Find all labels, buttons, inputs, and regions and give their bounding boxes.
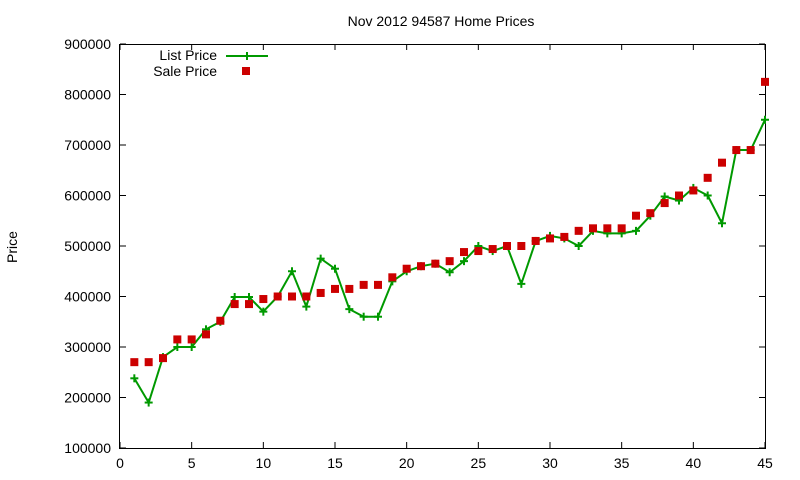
list-price-point xyxy=(632,226,640,235)
list-price-point xyxy=(761,115,769,124)
sale-price-point xyxy=(632,211,640,220)
list-price-point xyxy=(187,343,196,351)
sale-price-point xyxy=(374,280,382,289)
sale-price-point xyxy=(288,292,296,301)
x-tick-label: 40 xyxy=(686,455,702,471)
y-tick-label: 800000 xyxy=(64,87,111,103)
sale-price-point xyxy=(531,236,540,245)
y-tick-label: 900000 xyxy=(64,36,111,52)
sale-price-point xyxy=(130,358,139,367)
list-price-point xyxy=(316,254,325,263)
sale-price-point xyxy=(316,288,325,297)
sale-price-point xyxy=(388,273,397,282)
legend-label-list-price: List Price xyxy=(159,47,217,63)
y-tick-label: 100000 xyxy=(64,440,111,456)
sale-price-point xyxy=(703,173,712,182)
sale-price-point xyxy=(574,226,583,235)
x-tick-label: 30 xyxy=(542,455,558,471)
list-price-point xyxy=(574,242,583,250)
y-tick-label: 200000 xyxy=(64,390,111,406)
x-tick-label: 35 xyxy=(614,455,630,471)
sale-price-point xyxy=(445,257,454,266)
list-price-point xyxy=(718,219,726,228)
sale-price-point xyxy=(431,259,440,268)
sale-price-point xyxy=(259,295,268,304)
list-price-point xyxy=(331,264,339,273)
list-price-point xyxy=(517,279,526,288)
legend-list-price-marker xyxy=(243,52,251,60)
sale-price-point xyxy=(517,242,526,250)
sale-price-point xyxy=(732,146,741,155)
x-tick-label: 5 xyxy=(188,455,196,471)
sale-price-point xyxy=(617,224,626,233)
sale-price-point xyxy=(546,234,554,243)
sale-price-point xyxy=(474,247,483,256)
sale-price-point xyxy=(187,335,196,344)
sale-price-point xyxy=(402,264,411,273)
sale-price-point xyxy=(718,158,726,167)
list-price-point xyxy=(259,307,268,316)
sale-price-point xyxy=(173,335,182,344)
sale-price-point xyxy=(675,191,683,200)
list-price-point xyxy=(173,343,182,351)
sale-price-point xyxy=(589,224,597,233)
list-price-point xyxy=(230,293,239,302)
x-tick-label: 10 xyxy=(256,455,272,471)
y-tick-labels: 100000 200000 300000 400000 500000 600000 7000… xyxy=(64,36,111,456)
sale-price-point xyxy=(345,284,354,293)
y-tick-label: 400000 xyxy=(64,289,111,305)
series-sale-price xyxy=(130,77,769,367)
sale-price-point xyxy=(245,300,253,309)
sale-price-point xyxy=(230,300,239,309)
y-tick-label: 600000 xyxy=(64,188,111,204)
y-tick-label: 700000 xyxy=(64,137,111,153)
x-tick-label: 45 xyxy=(757,455,773,471)
list-price-point xyxy=(460,257,468,266)
sale-price-point xyxy=(761,77,769,86)
x-tick-labels: 0 5 10 15 20 25 30 35 40 45 xyxy=(116,455,773,471)
sale-price-point xyxy=(331,284,339,293)
legend: List Price Sale Price xyxy=(153,47,268,79)
list-price-point xyxy=(130,374,139,383)
sale-price-point xyxy=(488,245,497,254)
list-price-point xyxy=(703,191,712,200)
list-price-point xyxy=(144,398,153,407)
list-price-point xyxy=(359,312,368,321)
legend-swatch-sale-price xyxy=(242,67,250,75)
sale-price-point xyxy=(417,262,425,271)
chart-title: Nov 2012 94587 Home Prices xyxy=(348,13,535,29)
x-tick-label: 20 xyxy=(399,455,415,471)
sale-price-point xyxy=(689,186,698,195)
list-price-point xyxy=(245,293,253,302)
y-tick-label: 500000 xyxy=(64,238,111,254)
x-tick-label: 25 xyxy=(471,455,487,471)
sale-price-point xyxy=(159,354,167,363)
axis-ticks xyxy=(119,43,766,449)
list-price-point xyxy=(374,312,382,321)
sale-price-point xyxy=(603,224,612,233)
plot-frame xyxy=(119,44,766,449)
sale-price-point xyxy=(646,209,655,218)
sale-price-point xyxy=(273,292,282,301)
sale-price-point xyxy=(503,242,511,250)
sale-price-point xyxy=(359,280,368,289)
list-price-point xyxy=(445,268,454,277)
list-price-point xyxy=(288,267,296,276)
sale-price-point xyxy=(746,146,755,155)
list-price-point xyxy=(302,302,311,311)
x-tick-label: 15 xyxy=(327,455,343,471)
sale-price-point xyxy=(560,232,569,241)
sale-price-point xyxy=(202,330,210,339)
sale-price-point xyxy=(216,316,225,325)
sale-price-point xyxy=(144,358,153,367)
x-tick-label: 0 xyxy=(116,455,124,471)
sale-price-point xyxy=(660,199,669,208)
y-axis-label: Price xyxy=(4,231,20,263)
list-price-point xyxy=(345,305,354,314)
sale-price-point xyxy=(460,248,468,257)
y-tick-label: 300000 xyxy=(64,339,111,355)
legend-label-sale-price: Sale Price xyxy=(153,63,217,79)
sale-price-point xyxy=(302,292,311,301)
